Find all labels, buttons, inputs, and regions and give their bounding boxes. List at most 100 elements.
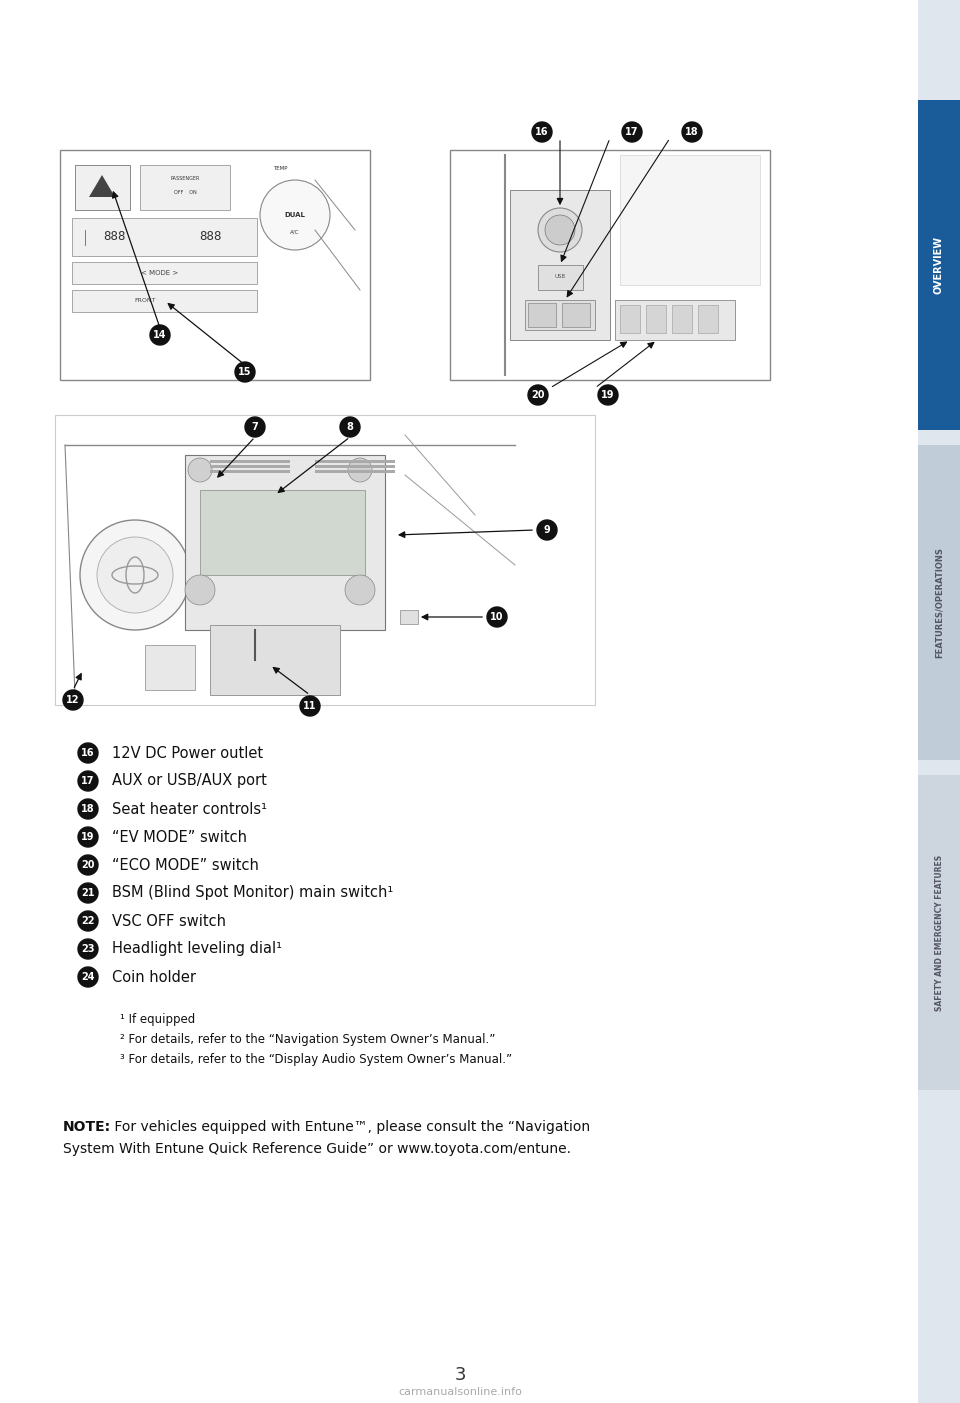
Bar (510, 189, 610, 340)
Text: Headlight leveling dial¹: Headlight leveling dial¹ (112, 941, 282, 957)
Text: 19: 19 (82, 832, 95, 842)
Text: Coin holder: Coin holder (112, 969, 196, 985)
Text: 9: 9 (543, 525, 550, 535)
Bar (918, 100, 960, 429)
Text: TEMP: TEMP (273, 166, 287, 171)
Circle shape (63, 690, 83, 710)
Text: 888: 888 (104, 230, 127, 244)
Bar (615, 300, 735, 340)
Circle shape (80, 521, 190, 630)
Bar (140, 166, 230, 210)
Text: 15: 15 (238, 368, 252, 377)
Text: USB: USB (555, 275, 565, 279)
Text: 20: 20 (531, 390, 544, 400)
Text: AUX or USB/AUX port: AUX or USB/AUX port (112, 773, 267, 788)
Text: 8: 8 (347, 422, 353, 432)
Bar (525, 300, 595, 330)
Circle shape (348, 457, 372, 483)
Circle shape (598, 384, 618, 405)
Text: For vehicles equipped with Entune™, please consult the “Navigation: For vehicles equipped with Entune™, plea… (110, 1120, 590, 1134)
Text: ² For details, refer to the “Navigation System Owner’s Manual.”: ² For details, refer to the “Navigation … (120, 1034, 495, 1047)
Text: A/C: A/C (290, 230, 300, 234)
Circle shape (78, 744, 98, 763)
Polygon shape (89, 175, 115, 196)
Bar (72, 290, 257, 311)
Bar (210, 470, 290, 473)
Circle shape (78, 798, 98, 819)
Bar (55, 415, 595, 704)
Text: 17: 17 (82, 776, 95, 786)
Bar (620, 154, 760, 285)
Text: 22: 22 (82, 916, 95, 926)
Bar (72, 217, 257, 255)
Circle shape (532, 122, 552, 142)
Text: BSM (Blind Spot Monitor) main switch¹: BSM (Blind Spot Monitor) main switch¹ (112, 885, 394, 901)
Circle shape (188, 457, 212, 483)
Circle shape (78, 939, 98, 960)
Text: ¹ If equipped: ¹ If equipped (120, 1013, 195, 1027)
Circle shape (150, 325, 170, 345)
Text: SAFETY AND EMERGENCY FEATURES: SAFETY AND EMERGENCY FEATURES (934, 854, 944, 1010)
Bar (646, 304, 666, 333)
Bar (315, 460, 395, 463)
Text: 14: 14 (154, 330, 167, 340)
Text: “ECO MODE” switch: “ECO MODE” switch (112, 857, 259, 873)
Text: 16: 16 (536, 128, 549, 137)
Bar (60, 150, 370, 380)
Bar (620, 304, 640, 333)
Bar (450, 150, 770, 380)
Circle shape (300, 696, 320, 716)
Circle shape (528, 384, 548, 405)
Bar (315, 464, 395, 469)
Text: 17: 17 (625, 128, 638, 137)
Text: 24: 24 (82, 972, 95, 982)
Text: DUAL: DUAL (284, 212, 305, 217)
Bar (698, 304, 718, 333)
Circle shape (538, 208, 582, 253)
Bar (672, 304, 692, 333)
Bar (918, 774, 960, 1090)
Bar (185, 455, 385, 630)
Bar (200, 490, 365, 575)
Text: 7: 7 (252, 422, 258, 432)
Circle shape (185, 575, 215, 605)
Circle shape (682, 122, 702, 142)
Text: 18: 18 (82, 804, 95, 814)
Bar (918, 0, 960, 1403)
Bar (72, 262, 257, 283)
Circle shape (78, 826, 98, 847)
Text: NOTE:: NOTE: (63, 1120, 111, 1134)
Text: 16: 16 (82, 748, 95, 758)
Text: ³ For details, refer to the “Display Audio System Owner’s Manual.”: ³ For details, refer to the “Display Aud… (120, 1054, 512, 1066)
Bar (75, 166, 130, 210)
Text: PASSENGER: PASSENGER (170, 175, 200, 181)
Text: 888: 888 (199, 230, 221, 244)
Circle shape (235, 362, 255, 382)
Circle shape (340, 417, 360, 436)
Circle shape (545, 215, 575, 246)
Bar (528, 303, 556, 327)
Circle shape (245, 417, 265, 436)
Circle shape (78, 882, 98, 904)
Text: carmanualsonline.info: carmanualsonline.info (398, 1388, 522, 1397)
Text: 20: 20 (82, 860, 95, 870)
Bar (315, 470, 395, 473)
Text: VSC OFF switch: VSC OFF switch (112, 913, 226, 929)
Text: OVERVIEW: OVERVIEW (934, 236, 944, 295)
Text: “EV MODE” switch: “EV MODE” switch (112, 829, 247, 845)
Text: 21: 21 (82, 888, 95, 898)
Text: System With Entune Quick Reference Guide” or www.toyota.com/entune.: System With Entune Quick Reference Guide… (63, 1142, 571, 1156)
Text: Seat heater controls¹: Seat heater controls¹ (112, 801, 267, 817)
Bar (210, 464, 290, 469)
Bar (145, 645, 195, 690)
Text: 18: 18 (685, 128, 699, 137)
Circle shape (78, 967, 98, 986)
Bar (538, 265, 583, 290)
Text: 19: 19 (601, 390, 614, 400)
Text: FEATURES/OPERATIONS: FEATURES/OPERATIONS (934, 547, 944, 658)
Text: FRONT: FRONT (134, 299, 156, 303)
Text: 11: 11 (303, 702, 317, 711)
Bar (210, 624, 340, 694)
Bar (918, 445, 960, 760)
Circle shape (78, 911, 98, 932)
